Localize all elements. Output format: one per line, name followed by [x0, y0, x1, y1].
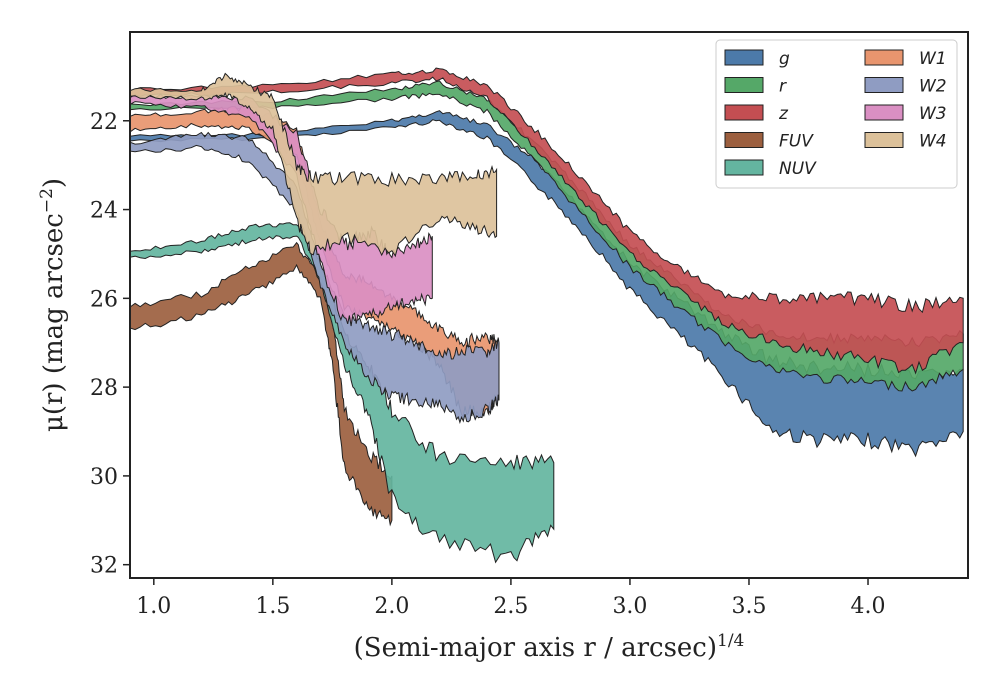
y-axis: 22 24 26 28 30 32 — [90, 110, 130, 579]
legend-label-w3: W3 — [919, 104, 947, 124]
series-band-w2 — [130, 131, 500, 425]
legend-swatch-w3 — [864, 104, 904, 121]
series-band-fuv — [130, 241, 393, 527]
y-tick-label: 22 — [90, 110, 118, 135]
y-tick-label: 26 — [90, 287, 118, 312]
x-axis: 1.0 1.5 2.0 2.5 3.0 3.5 4.0 — [136, 578, 886, 619]
x-tick-label: 1.5 — [255, 594, 290, 619]
y-tick-label: 30 — [90, 465, 118, 490]
legend-label-nuv: NUV — [779, 159, 817, 179]
legend-swatch-z — [724, 104, 764, 121]
series-band-g — [130, 110, 964, 458]
legend-swatch-w4 — [864, 132, 904, 148]
legend-label-g: g — [779, 49, 790, 69]
legend-swatch-w1 — [864, 49, 904, 66]
legend-label-r: r — [779, 77, 787, 97]
legend-label-fuv: FUV — [779, 132, 814, 152]
series-layer — [130, 67, 964, 564]
legend-label-w4: W4 — [919, 132, 947, 152]
legend-label-w2: W2 — [919, 77, 947, 97]
plot-frame — [129, 31, 969, 579]
legend-swatch-nuv — [724, 159, 764, 176]
x-axis-label: (Semi-major axis r / arcsec)1/4 — [354, 631, 745, 663]
legend-swatch-fuv — [724, 132, 764, 148]
legend: grz FUV NUV W1 W2 W3 W4 — [715, 39, 958, 189]
legend-label-w1: W1 — [919, 49, 947, 69]
x-tick-label: 4.0 — [851, 594, 886, 619]
y-axis-label: μ(r) (mag arcsec−2) — [37, 178, 69, 432]
series-band-w4 — [130, 72, 498, 257]
series-band-z — [130, 67, 964, 375]
y-tick-label: 32 — [90, 554, 118, 579]
legend-swatch-r — [724, 77, 764, 93]
y-tick-label: 24 — [90, 199, 118, 224]
x-tick-label: 1.0 — [136, 594, 171, 619]
x-tick-label: 2.0 — [374, 594, 409, 619]
y-tick-label: 28 — [90, 376, 118, 401]
x-tick-label: 3.5 — [731, 594, 766, 619]
x-tick-label: 2.5 — [493, 594, 528, 619]
x-tick-label: 3.0 — [612, 594, 647, 619]
legend-label-z: z — [778, 104, 789, 124]
legend-swatch-w2 — [864, 77, 904, 93]
legend-swatch-g — [724, 49, 764, 66]
